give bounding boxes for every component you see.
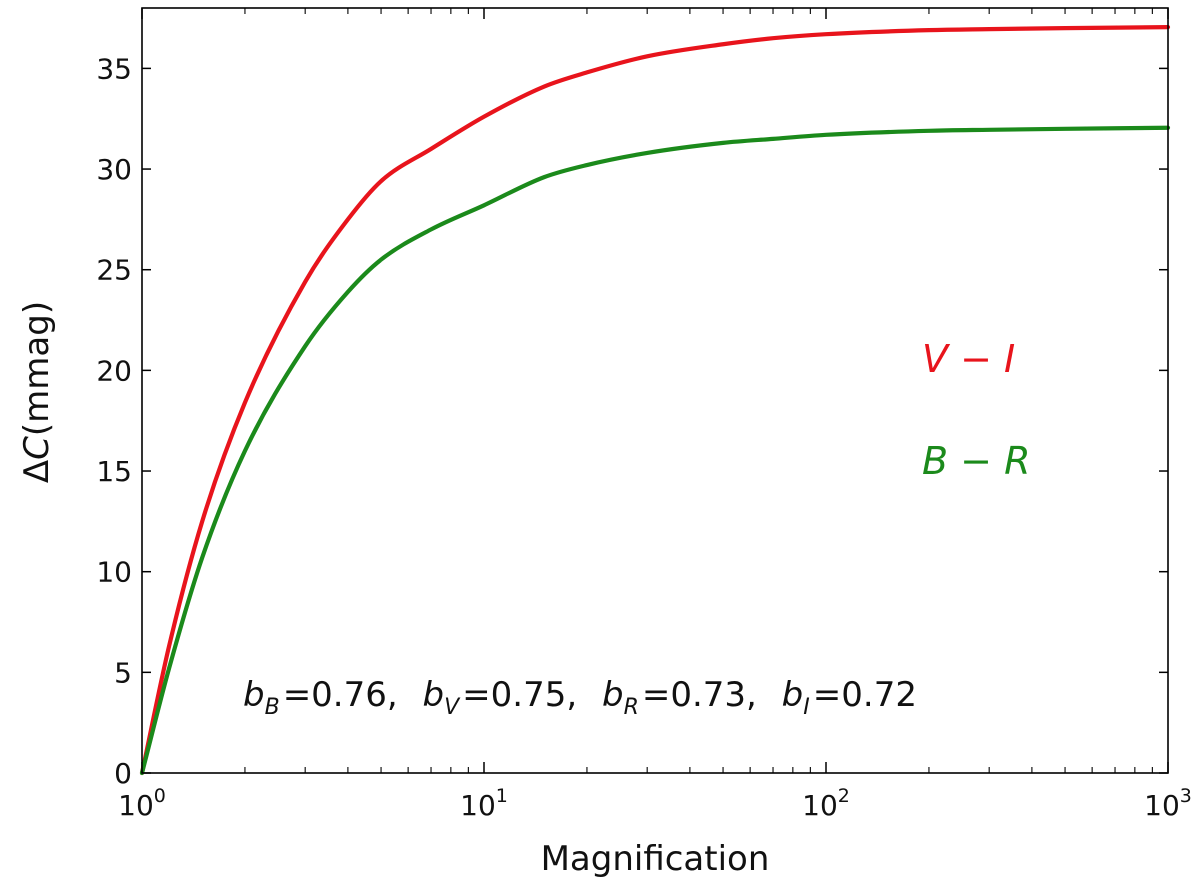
series-label-b: B [922,439,948,483]
y-tick-label: 35 [96,52,132,85]
y-tick-label: 25 [96,254,132,287]
x-tick-exponent: 0 [154,785,166,807]
y-tick-label: 10 [96,556,132,589]
series-line-b-r [139,125,1171,776]
x-tick-label: 100 [118,785,166,822]
coef-b-var: b [243,675,265,715]
y-axis-label-unit: (mmag) [17,301,57,436]
coef-r-sub: R [624,695,639,720]
series-label-i: I [1004,337,1015,381]
series-label-r: R [1004,439,1030,483]
coef-v-value: =0.75, [462,675,577,715]
y-tick-label: 30 [96,153,132,186]
x-axis-label: Magnification [541,839,770,879]
coef-b-sub: B [265,695,280,720]
coef-i-sub: I [803,695,810,720]
coef-r-var: b [602,675,624,715]
x-tick-exponent: 2 [838,785,850,807]
x-tick-base: 10 [802,789,838,822]
coefficient-annotation: bB=0.76, bV=0.75, bR=0.73, bI=0.72 [243,675,917,720]
x-tick-label: 101 [460,785,508,822]
coef-v-sub: V [444,695,461,720]
plot-frame [141,7,1169,774]
series-line-v-i [139,25,1171,776]
series-label-v-i: V − I [922,337,1015,381]
x-tick-exponent: 3 [1180,785,1192,807]
x-tick-base: 10 [460,789,496,822]
coef-i-var: b [782,675,804,715]
y-axis-label-var: C [17,436,57,460]
series-label-minus: − [960,337,1004,381]
x-tick-label: 102 [802,785,850,822]
x-tick-base: 10 [118,789,154,822]
y-axis-label-delta: Δ [17,460,57,483]
plot-area [142,8,1168,773]
y-tick-label: 20 [96,354,132,387]
series-label-minus-2: − [960,439,1004,483]
x-tick-base: 10 [1144,789,1180,822]
x-tick-label: 103 [1144,785,1192,822]
coef-v-var: b [423,675,445,715]
series-layer [139,25,1171,776]
y-tick-label: 0 [114,757,132,790]
coef-i-value: =0.72 [813,675,917,715]
coef-r-value: =0.73, [642,675,757,715]
y-tick-label: 15 [96,455,132,488]
series-label-b-r: B − R [922,439,1031,483]
coef-b-value: =0.76, [283,675,398,715]
series-label-v: V [922,337,951,381]
y-tick-label: 5 [114,656,132,689]
y-axis-label: ΔC(mmag) [17,301,57,483]
x-tick-exponent: 1 [496,785,508,807]
